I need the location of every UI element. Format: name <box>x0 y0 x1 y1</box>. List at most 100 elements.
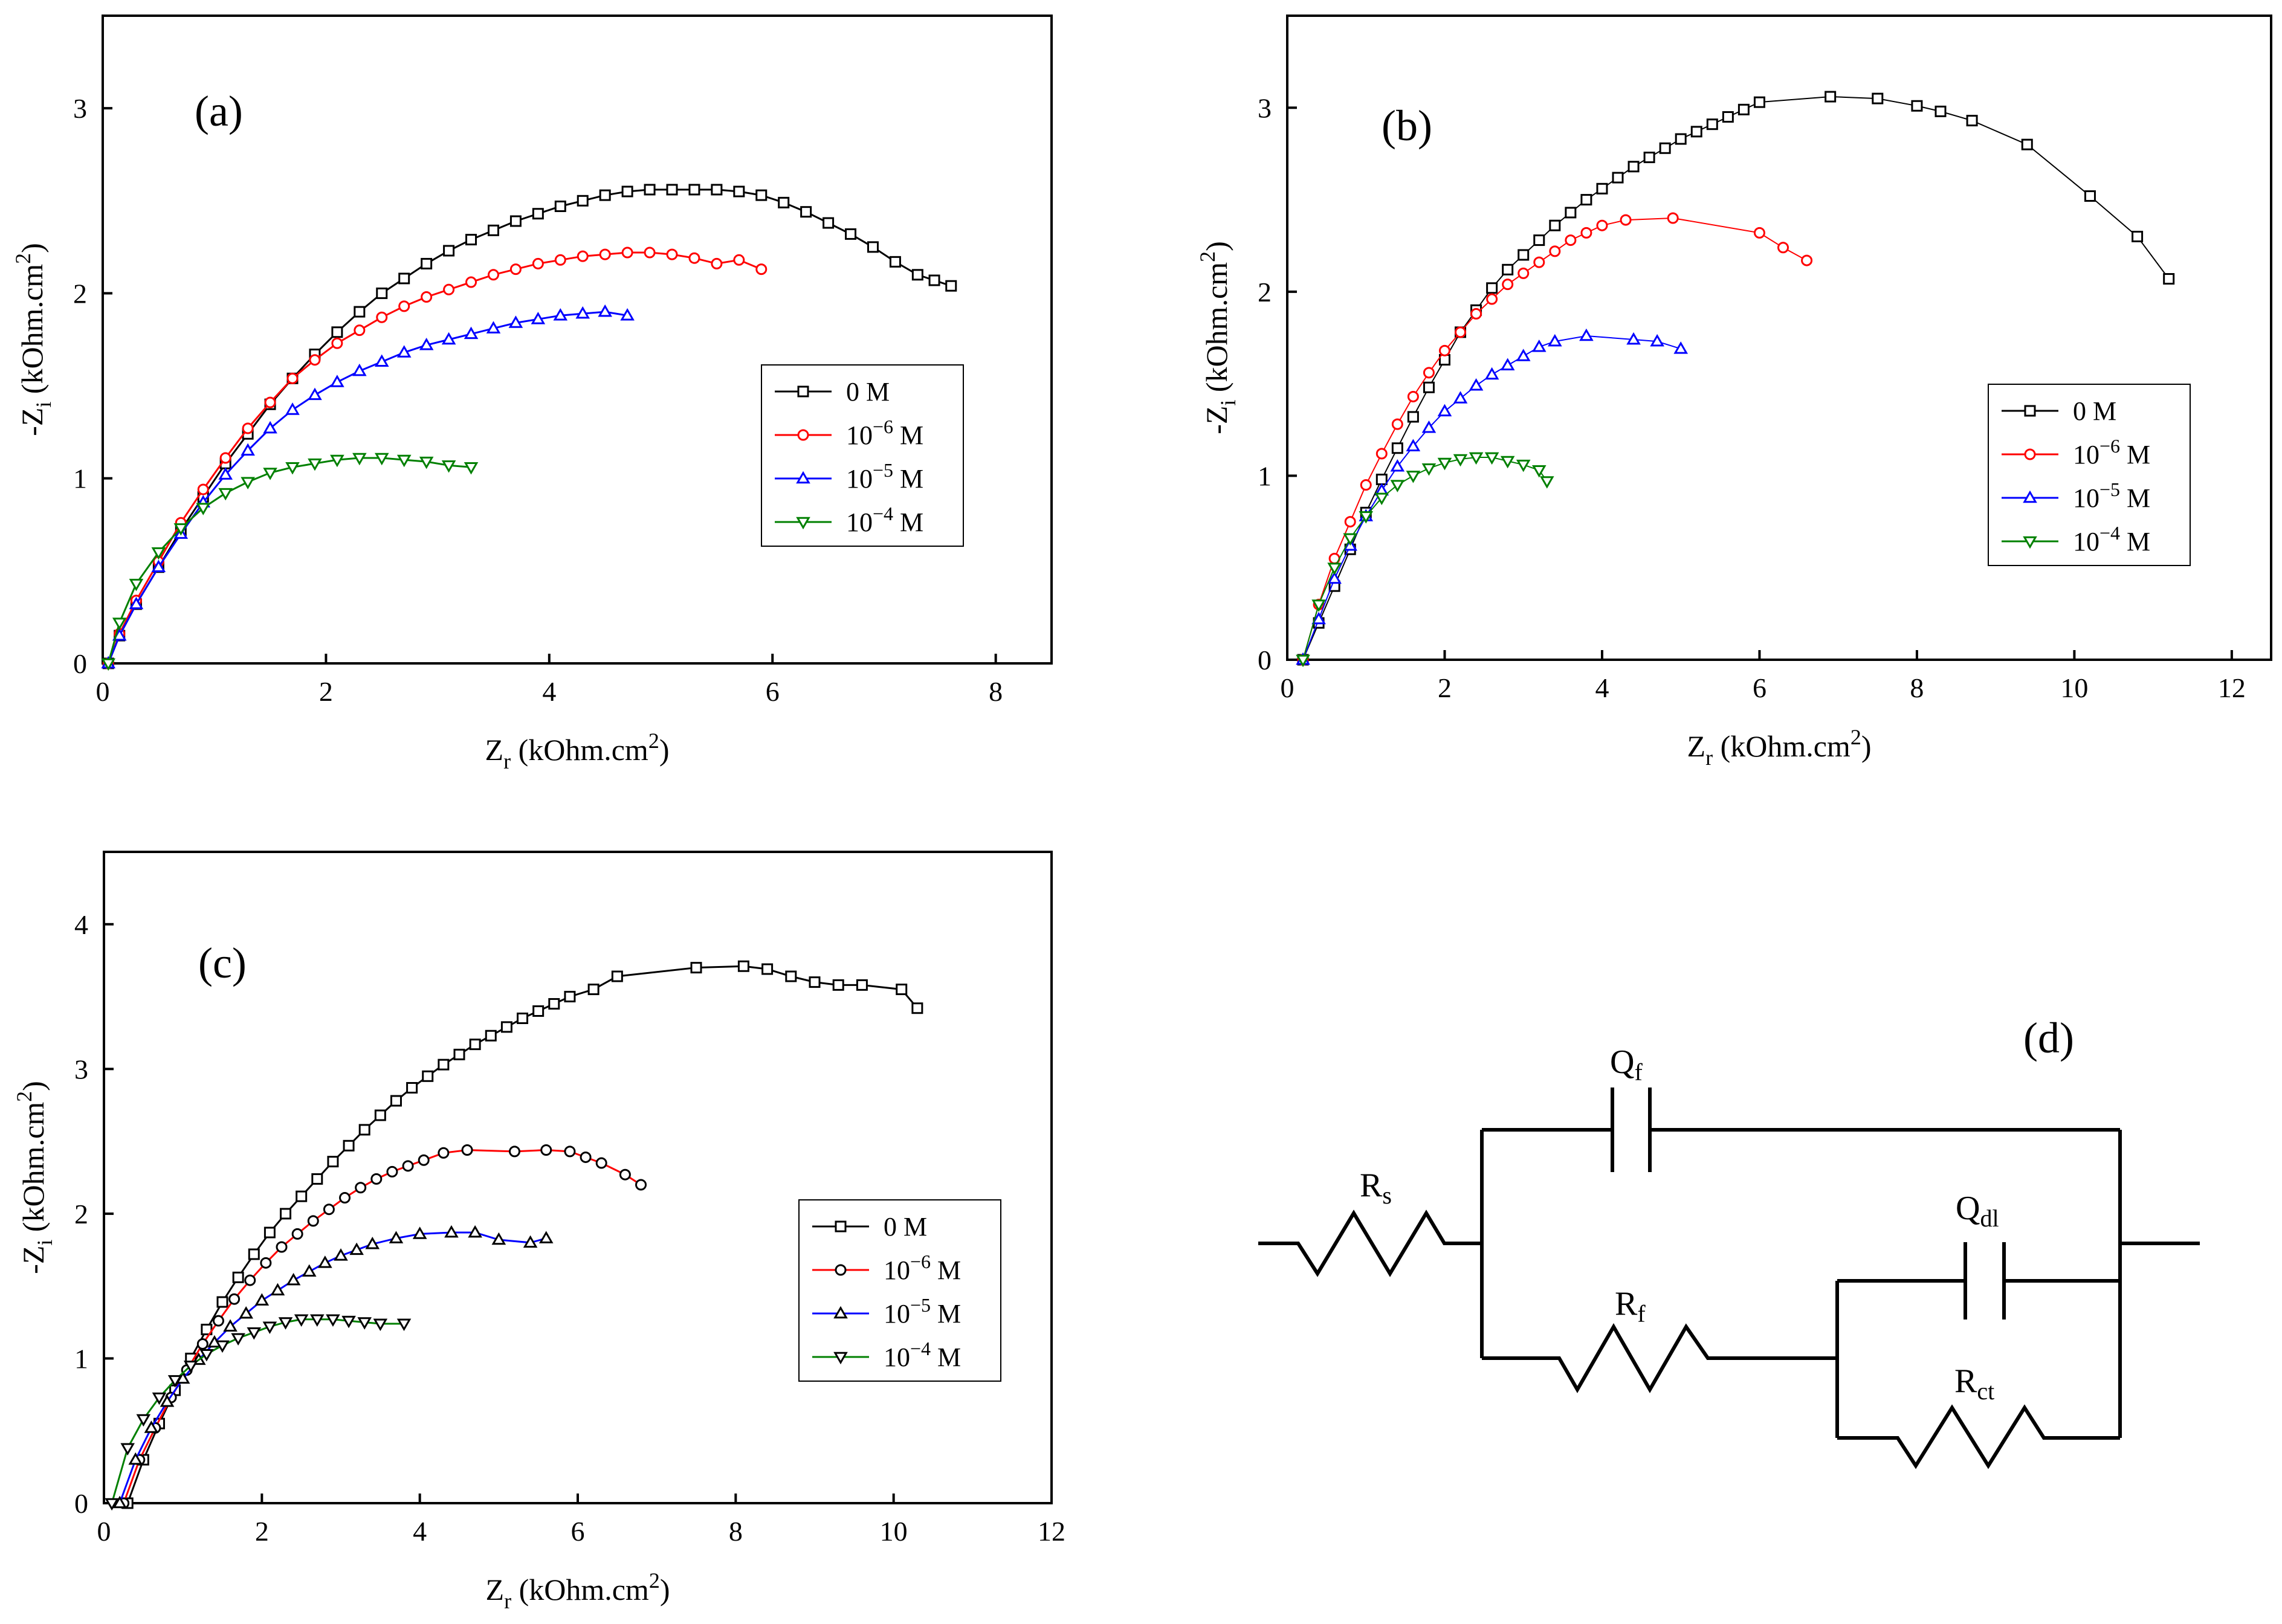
data-point <box>690 962 702 974</box>
data-point <box>421 257 433 269</box>
data-point <box>1548 334 1562 347</box>
data-point <box>144 1420 159 1433</box>
legend-label: 10−6 M <box>846 416 923 450</box>
series-line <box>1302 457 1548 660</box>
x-tick-label: 2 <box>1438 672 1452 703</box>
data-point <box>341 1315 356 1329</box>
y-label-main: -Z <box>1200 406 1233 434</box>
data-point <box>330 375 344 387</box>
data-point <box>260 1257 272 1269</box>
data-point <box>374 453 389 466</box>
data-point <box>1484 367 1499 380</box>
data-point <box>564 991 576 1003</box>
data-point <box>215 1340 230 1353</box>
data-point <box>1407 411 1419 423</box>
x-label-main: Z <box>486 1573 505 1606</box>
data-point <box>532 208 544 220</box>
data-point <box>418 1154 430 1166</box>
data-point <box>540 1144 552 1156</box>
legend-label: 0 M <box>846 377 890 407</box>
data-point <box>373 1318 388 1332</box>
data-point <box>2084 190 2096 202</box>
data-point <box>856 979 868 991</box>
data-point <box>396 1318 412 1332</box>
data-point <box>443 283 455 295</box>
series-line <box>107 251 762 664</box>
legend-label: 10−4 M <box>2073 522 2150 556</box>
data-point <box>1673 341 1688 354</box>
data-point <box>101 658 116 671</box>
data-point <box>564 1146 576 1158</box>
data-point <box>644 246 656 259</box>
data-point <box>453 1048 465 1060</box>
data-point <box>486 321 501 334</box>
data-point <box>242 422 254 434</box>
data-point <box>309 354 321 366</box>
data-point <box>308 458 322 471</box>
data-point <box>339 1192 351 1204</box>
y-label-sub: i <box>31 402 56 408</box>
x-tick-label: 0 <box>96 676 110 707</box>
data-point <box>1437 457 1452 471</box>
data-point <box>500 1021 512 1033</box>
legend-label: 0 M <box>884 1212 927 1242</box>
data-point <box>1311 599 1326 612</box>
data-point <box>595 1157 607 1169</box>
x-tick-label: 6 <box>571 1516 585 1547</box>
data-point <box>1374 492 1389 506</box>
data-point <box>398 272 410 285</box>
data-point <box>487 269 499 281</box>
data-point <box>1421 463 1437 476</box>
x-label-rest: (kOhm.cm <box>511 1573 649 1606</box>
y-label-rest: (kOhm.cm <box>1200 262 1233 400</box>
data-point <box>621 185 633 198</box>
data-point <box>945 280 957 292</box>
data-point <box>1825 91 1837 103</box>
data-point <box>212 1315 224 1327</box>
legend-box <box>1988 384 2191 566</box>
data-point <box>733 254 745 266</box>
data-point <box>867 241 879 253</box>
legend-marker <box>2023 536 2037 549</box>
y-tick-label: 1 <box>73 463 87 494</box>
data-point <box>296 1190 308 1202</box>
data-point <box>244 1274 256 1286</box>
data-point <box>469 1039 481 1051</box>
data-point <box>635 1179 647 1191</box>
x-label-rest: (kOhm.cm <box>1713 729 1850 763</box>
legend-label-unit: M <box>893 420 923 450</box>
data-point <box>1484 452 1499 465</box>
legend-marker <box>833 1306 848 1319</box>
data-point <box>331 326 343 338</box>
data-point <box>307 1215 319 1227</box>
legend-label: 10−4 M <box>846 503 923 537</box>
data-point <box>755 263 768 276</box>
data-point <box>128 1452 143 1465</box>
panel-label: (c) <box>198 939 247 987</box>
data-point <box>538 1231 554 1243</box>
x-tick-label: 8 <box>1910 672 1924 703</box>
data-point <box>129 578 144 591</box>
data-point <box>263 1226 276 1239</box>
rct-resistor <box>1837 1404 2120 1469</box>
data-point <box>1627 161 1640 173</box>
data-point <box>644 184 656 196</box>
data-point <box>598 304 612 317</box>
data-point <box>285 462 300 475</box>
legend-label-exp: −5 <box>2099 478 2120 500</box>
data-point <box>330 454 344 468</box>
data-point <box>1706 118 1718 130</box>
legend-marker <box>796 471 810 484</box>
data-point <box>688 184 700 196</box>
data-point <box>620 308 635 321</box>
legend-label: 10−5 M <box>846 459 923 494</box>
data-point <box>785 970 797 982</box>
data-point <box>1500 358 1515 370</box>
data-point <box>262 1321 277 1334</box>
data-point <box>485 1030 497 1042</box>
data-point <box>354 324 366 337</box>
data-point <box>508 1146 520 1158</box>
data-point <box>219 452 231 464</box>
series-line <box>1302 335 1681 660</box>
data-point <box>398 300 410 312</box>
